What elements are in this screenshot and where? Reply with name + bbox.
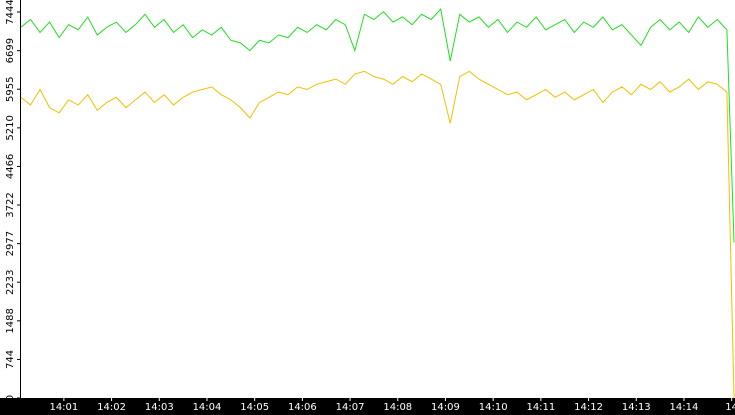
y-tick-label: 5955 [5,77,16,102]
x-tick-label: 14:08 [383,402,412,413]
x-tick-label: 14:04 [193,402,222,413]
series-line [20,8,735,243]
y-tick-label: 2977 [5,231,16,256]
y-tick-label: 3722 [5,192,16,217]
y-tick-label: 0 [5,395,16,401]
time-bar [0,398,735,415]
x-tick-label: 14:12 [574,402,603,413]
x-tick-label: 14:14 [670,402,699,413]
x-tick-label: 14:11 [526,402,555,413]
x-tick-label: 14:09 [431,402,460,413]
y-tick-label: 2233 [5,269,16,294]
x-tick-label: 14:07 [336,402,365,413]
y-tick-label: 1488 [5,308,16,333]
y-tick-label: 7444 [5,0,16,25]
y-tick-label: 5210 [5,115,16,140]
x-tick-label: 14:06 [288,402,317,413]
x-tick-label: 14 [725,402,735,413]
y-tick-label: 4466 [5,154,16,179]
x-tick-label: 14:01 [49,402,78,413]
x-tick-label: 14:13 [622,402,651,413]
y-tick-label: 6699 [5,38,16,63]
series-line [20,70,735,399]
x-tick-label: 14:03 [145,402,174,413]
x-tick-label: 14:05 [240,402,269,413]
x-tick-label: 14:02 [97,402,126,413]
x-tick-label: 14:10 [479,402,508,413]
y-tick-label: 744 [5,350,16,369]
